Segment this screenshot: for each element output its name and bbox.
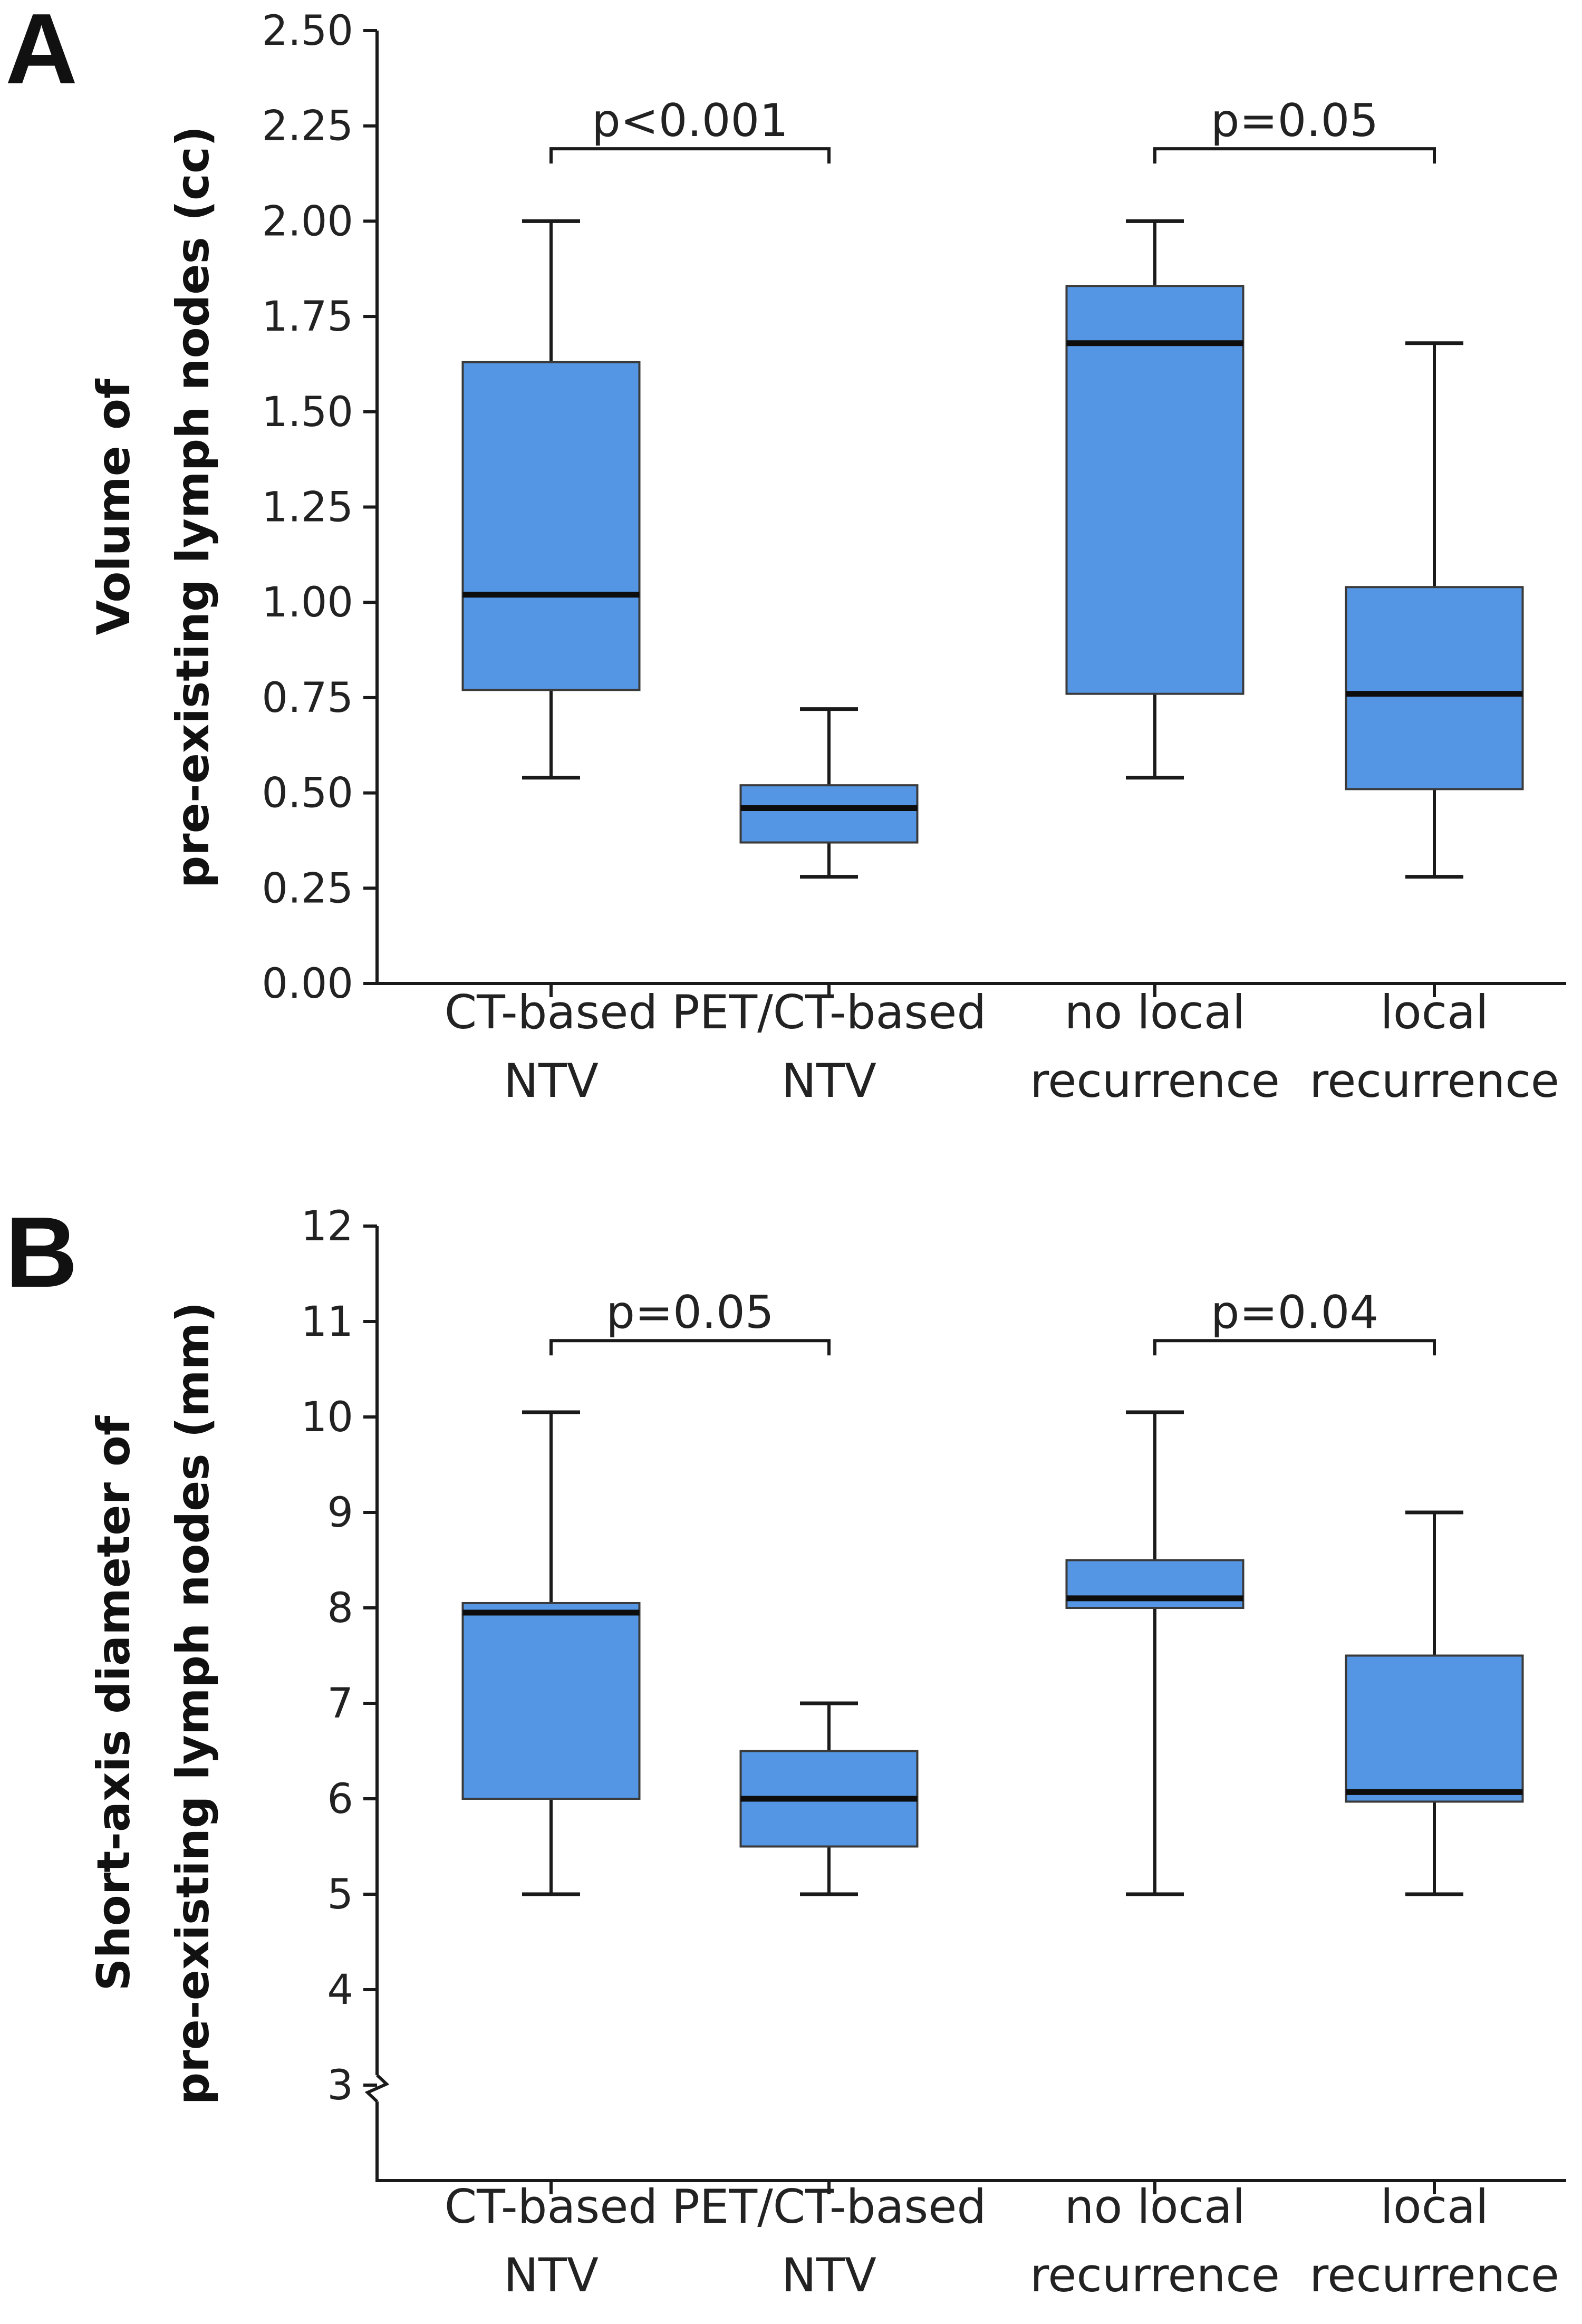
x-category-label-line-1: no local bbox=[1065, 2180, 1246, 2234]
x-category-label-line-2: recurrence bbox=[1309, 2248, 1559, 2302]
y-tick-label: 2.50 bbox=[262, 7, 353, 55]
y-axis-title-line-1: Volume of bbox=[88, 378, 140, 635]
box-group bbox=[739, 707, 919, 879]
box-group bbox=[739, 1701, 919, 1896]
y-axis-title-line-1: Short-axis diameter of bbox=[88, 1415, 140, 1991]
x-category-label-line-1: CT-based bbox=[445, 985, 658, 1039]
y-tick-label: 2.25 bbox=[262, 103, 353, 150]
y-tick-label: 9 bbox=[327, 1489, 353, 1537]
box-group bbox=[1345, 341, 1524, 879]
box-group bbox=[1065, 219, 1245, 780]
x-category-label-line-1: local bbox=[1380, 985, 1488, 1039]
significance-bracket bbox=[1153, 147, 1436, 164]
x-category-label-line-1: CT-based bbox=[445, 2180, 658, 2234]
y-tick-label: 3 bbox=[327, 2062, 353, 2109]
box-iqr bbox=[1345, 1654, 1524, 1803]
box-iqr bbox=[1065, 285, 1245, 695]
p-value-label: p=0.05 bbox=[1211, 94, 1378, 147]
x-category-label-line-2: NTV bbox=[504, 1054, 599, 1108]
box-group bbox=[1065, 1410, 1245, 1896]
axis-break-mark bbox=[364, 2074, 390, 2103]
panel-letter-a: A bbox=[5, 0, 78, 105]
x-category-label-line-2: NTV bbox=[504, 2248, 599, 2302]
box-iqr bbox=[461, 361, 641, 691]
x-category-label-line-2: recurrence bbox=[1030, 1054, 1280, 1108]
y-tick-label: 1.75 bbox=[262, 293, 353, 341]
y-tick-label: 1.00 bbox=[262, 579, 353, 626]
box-group bbox=[461, 1410, 641, 1896]
box-iqr bbox=[1345, 586, 1524, 790]
p-value-label: p=0.05 bbox=[606, 1286, 774, 1339]
x-category-label-line-1: local bbox=[1380, 2180, 1488, 2234]
x-category-label-line-2: recurrence bbox=[1030, 2248, 1280, 2302]
y-tick-label: 0.50 bbox=[262, 770, 353, 817]
significance-bracket bbox=[549, 147, 831, 164]
panel-b: B 3 4 5 6 7 8 9 10 11 12 Short-axis diameter of pre… bbox=[5, 1197, 1566, 2302]
box-group bbox=[461, 219, 641, 780]
significance-bracket bbox=[549, 1339, 831, 1356]
y-tick-label: 5 bbox=[327, 1871, 353, 1918]
y-tick-label: 2.00 bbox=[262, 198, 353, 245]
x-category-label-line-1: PET/CT-based bbox=[672, 2180, 987, 2234]
y-tick-label: 11 bbox=[301, 1298, 353, 1346]
box-iqr bbox=[461, 1602, 641, 1800]
significance-bracket bbox=[1153, 1339, 1436, 1356]
box-group bbox=[1345, 1510, 1524, 1896]
y-tick-label: 8 bbox=[327, 1585, 353, 1632]
y-tick-label: 0.00 bbox=[262, 960, 353, 1008]
y-tick-label: 6 bbox=[327, 1776, 353, 1823]
panel-a: A 0.00 0.25 0.50 0.75 1.00 1.25 1.50 1.75 2.00 2.… bbox=[5, 0, 1566, 1108]
y-tick-label: 0.75 bbox=[262, 674, 353, 722]
x-category-label-line-1: PET/CT-based bbox=[672, 985, 987, 1039]
y-tick-label: 12 bbox=[301, 1203, 353, 1250]
x-category-label-line-1: no local bbox=[1065, 985, 1246, 1039]
p-value-label: p=0.04 bbox=[1211, 1286, 1378, 1339]
y-tick-label: 1.25 bbox=[262, 484, 353, 532]
p-value-label: p<0.001 bbox=[592, 94, 788, 147]
x-category-label-line-2: recurrence bbox=[1309, 1054, 1559, 1108]
y-tick-label: 0.25 bbox=[262, 865, 353, 912]
y-tick-label: 7 bbox=[327, 1680, 353, 1728]
y-axis-title-line-2: pre-existing lymph nodes (mm) bbox=[167, 1302, 219, 2105]
y-tick-label: 10 bbox=[301, 1394, 353, 1441]
x-category-label-line-2: NTV bbox=[782, 2248, 876, 2302]
y-axis-title-line-2: pre-existing lymph nodes (cc) bbox=[167, 126, 219, 889]
y-tick-label: 1.50 bbox=[262, 389, 353, 436]
box-iqr bbox=[739, 784, 919, 844]
x-category-label-line-2: NTV bbox=[782, 1054, 876, 1108]
y-tick-label: 4 bbox=[327, 1966, 353, 2014]
panel-letter-b: B bbox=[5, 1197, 78, 1308]
